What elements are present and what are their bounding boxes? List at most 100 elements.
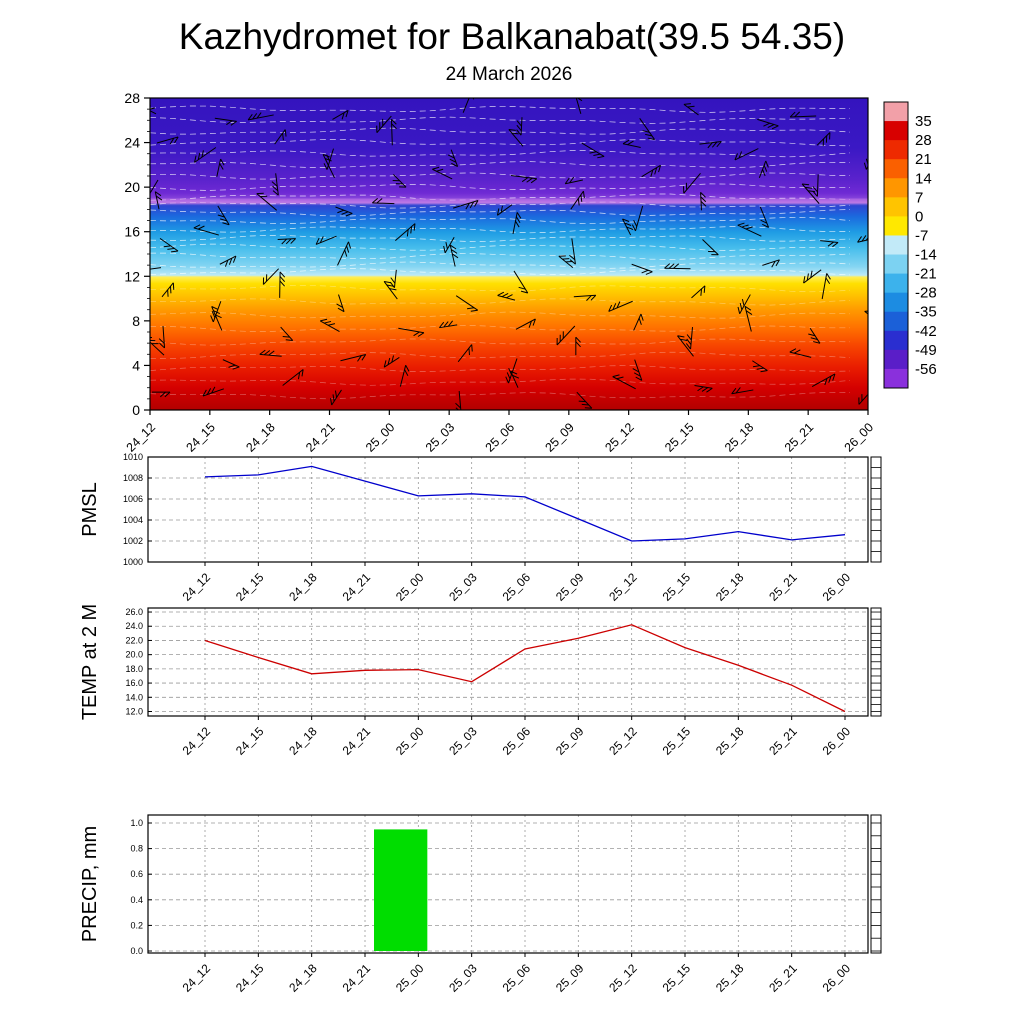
precip-xtick-label: 25_15 — [660, 961, 694, 995]
precip-panel: 0.0 0.2 0.4 0.6 0.8 1.0 24_12 24_15 24_18 24_21 25… — [79, 814, 882, 995]
precip-right-axis-strip — [870, 814, 882, 954]
pmsl-xtick-label: 24_18 — [286, 570, 320, 604]
xsec-xtick-label: 25_21 — [782, 420, 817, 455]
colorbar-segment — [884, 178, 908, 198]
contour-line — [150, 217, 851, 225]
temp2m-ytick-label: 14.0 — [125, 692, 143, 702]
precip-ytick-label: 0.6 — [130, 869, 143, 879]
contour-line — [150, 209, 851, 217]
xsec-ytick-label: 0 — [132, 402, 140, 418]
pmsl-xtick-label: 25_09 — [553, 570, 587, 604]
pmsl-axis-title: PMSL — [79, 482, 101, 536]
colorbar-segment — [884, 121, 908, 141]
xsec-ytick-label: 20 — [124, 179, 140, 195]
temp2m-xtick-label: 24_18 — [286, 724, 320, 758]
contour-line — [150, 365, 851, 372]
temp2m-ytick-label: 16.0 — [125, 678, 143, 688]
colorbar-segment — [884, 349, 908, 370]
temp2m-xtick-label: 25_06 — [500, 724, 534, 758]
xsec-xtick-label: 26_00 — [842, 420, 877, 455]
precip-xtick-label: 25_06 — [500, 961, 534, 995]
colorbar-label: -28 — [915, 285, 937, 302]
precip-xtick-label: 25_21 — [766, 961, 800, 995]
xsec-ytick-label: 12 — [124, 268, 140, 284]
temp2m-panel: 12.0 14.0 16.0 18.0 20.0 22.0 24.0 26.0 24_12 24_… — [79, 604, 882, 758]
precip-xtick-label: 25_12 — [606, 961, 640, 995]
colorbar-label: 0 — [915, 208, 923, 225]
pmsl-xtick-label: 24_15 — [233, 570, 267, 604]
pmsl-ytick-label: 1002 — [123, 536, 143, 546]
colorbar-label: -56 — [915, 361, 937, 378]
contour-line — [150, 252, 851, 260]
xsec-xtick-label: 25_09 — [542, 420, 577, 455]
temp2m-ytick-label: 26.0 — [125, 607, 143, 617]
xsec-ytick-label: 28 — [124, 90, 140, 106]
colorbar-segment — [884, 140, 908, 160]
xsec-ytick-label: 24 — [124, 135, 140, 151]
precip-ytick-label: 0.4 — [130, 895, 143, 905]
precip-bar — [374, 829, 428, 951]
temp2m-xtick-label: 26_00 — [820, 724, 854, 758]
temperature-field — [150, 98, 868, 410]
precip-xtick-label: 25_18 — [713, 961, 747, 995]
pmsl-xtick-label: 25_18 — [713, 570, 747, 604]
contour-line — [150, 201, 851, 209]
temp2m-xtick-label: 24_12 — [180, 724, 214, 758]
xsec-xtick-label: 25_00 — [363, 420, 398, 455]
contour-line — [150, 268, 851, 276]
colorbar-label: 28 — [915, 132, 932, 149]
precip-ytick-label: 1.0 — [130, 818, 143, 828]
pmsl-xtick-label: 25_03 — [446, 570, 480, 604]
colorbar-segment — [884, 368, 908, 389]
xsec-xtick-label: 24_21 — [303, 420, 338, 455]
pmsl-ytick-label: 1004 — [123, 515, 143, 525]
contour-line — [150, 127, 851, 135]
temp2m-ytick-label: 18.0 — [125, 664, 143, 674]
colorbar-segment — [884, 159, 908, 179]
precip-axis-title: PRECIP, mm — [79, 826, 101, 942]
field-overlays — [150, 98, 868, 410]
precip-xtick-label: 25_00 — [393, 961, 427, 995]
xsec-xtick-label: 25_03 — [423, 420, 458, 455]
colorbar-label: 35 — [915, 113, 932, 130]
xsec-xtick-label: 24_12 — [124, 420, 159, 455]
pmsl-xtick-label: 24_12 — [180, 570, 214, 604]
pmsl-xtick-label: 25_00 — [393, 570, 427, 604]
colorbar-segment — [884, 254, 908, 275]
pmsl-ytick-label: 1000 — [123, 557, 143, 567]
xsec-xtick-label: 25_12 — [602, 420, 637, 455]
pmsl-xtick-label: 26_00 — [820, 570, 854, 604]
xsec-xtick-label: 25_15 — [662, 420, 697, 455]
colorbar-label: -21 — [915, 266, 937, 283]
wind-barbs — [150, 98, 868, 410]
precip-xtick-label: 25_03 — [446, 961, 480, 995]
contour-line — [150, 243, 850, 251]
contour-line — [150, 325, 850, 332]
contour-line — [150, 139, 851, 147]
precip-frame — [147, 814, 869, 954]
contour-line — [150, 298, 851, 306]
temp2m-xtick-label: 25_00 — [393, 724, 427, 758]
contour-line — [150, 338, 851, 346]
colorbar-segment — [884, 102, 908, 122]
precip-xtick-label: 26_00 — [820, 961, 854, 995]
contour-line — [150, 193, 851, 201]
xsec-ytick-label: 16 — [124, 224, 140, 240]
precip-ytick-label: 0.8 — [130, 844, 143, 854]
temp2m-ytick-label: 12.0 — [125, 707, 143, 717]
contour-line — [150, 235, 851, 242]
contour-line — [150, 150, 851, 158]
xsec-xtick-label: 24_18 — [243, 420, 278, 455]
colorbar-segment — [884, 311, 908, 332]
temp2m-xtick-label: 25_03 — [446, 724, 480, 758]
temp2m-ytick-label: 20.0 — [125, 650, 143, 660]
contour-line — [150, 226, 851, 234]
colorbar-label: 21 — [915, 151, 932, 168]
colorbar-label: 7 — [915, 189, 923, 206]
contour-line — [150, 105, 851, 113]
precip-ytick-label: 0.0 — [130, 946, 143, 956]
temp2m-ytick-label: 24.0 — [125, 621, 143, 631]
precip-xtick-label: 24_15 — [233, 961, 267, 995]
colorbar-segment — [884, 292, 908, 313]
